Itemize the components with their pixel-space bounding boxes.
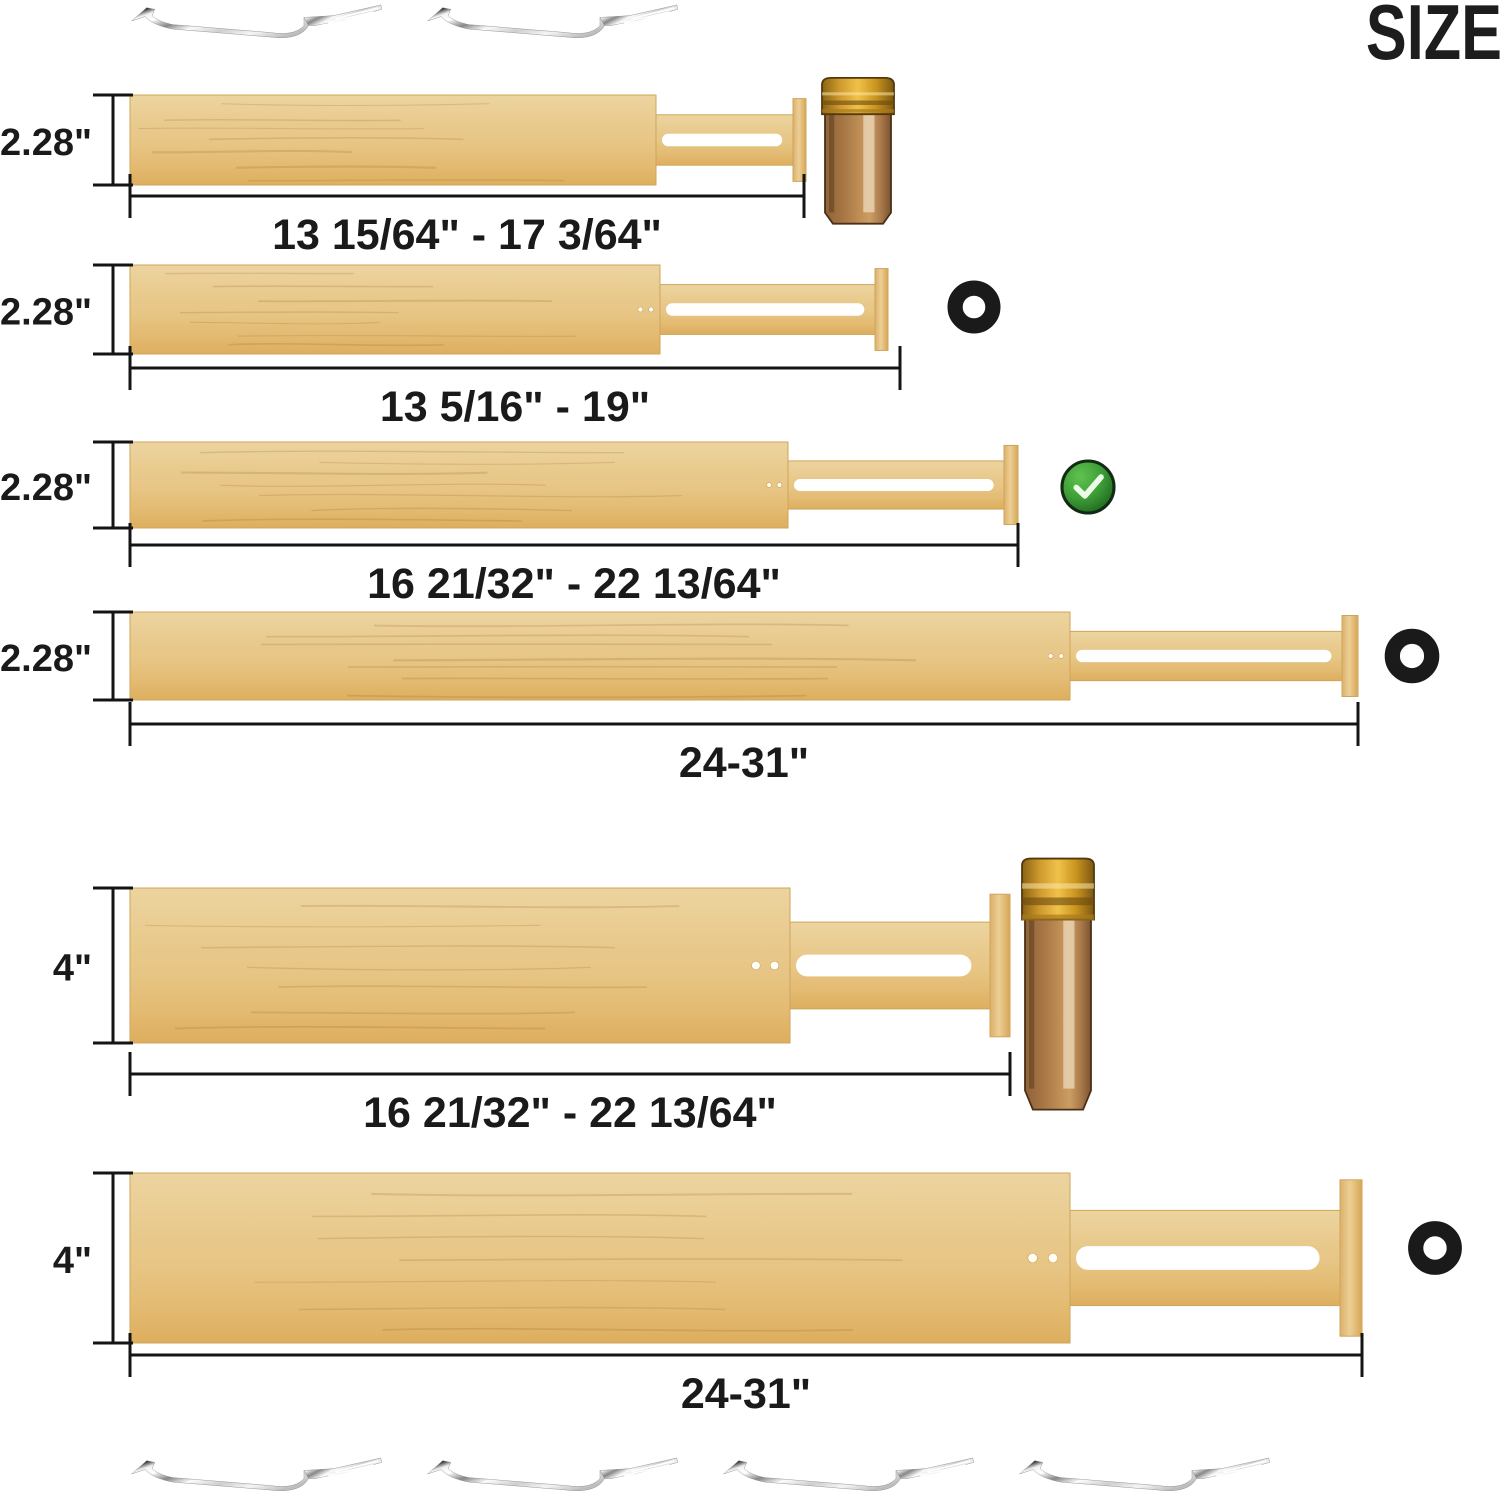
svg-text:2.28": 2.28" <box>0 122 92 164</box>
svg-text:24-31": 24-31" <box>681 1370 811 1418</box>
svg-text:13 15/64" - 17 3/64": 13 15/64" - 17 3/64" <box>272 211 662 259</box>
svg-text:4": 4" <box>53 948 92 990</box>
svg-text:16 21/32" - 22 13/64": 16 21/32" - 22 13/64" <box>367 560 781 608</box>
svg-text:2.28": 2.28" <box>0 467 92 509</box>
svg-text:24-31": 24-31" <box>679 739 809 787</box>
svg-text:4": 4" <box>53 1240 92 1282</box>
svg-text:2.28": 2.28" <box>0 638 92 680</box>
svg-text:SIZE: SIZE <box>1366 0 1500 76</box>
svg-text:2.28": 2.28" <box>0 292 92 334</box>
svg-text:16 21/32" - 22 13/64": 16 21/32" - 22 13/64" <box>363 1089 777 1137</box>
svg-text:13 5/16" - 19": 13 5/16" - 19" <box>380 383 650 431</box>
